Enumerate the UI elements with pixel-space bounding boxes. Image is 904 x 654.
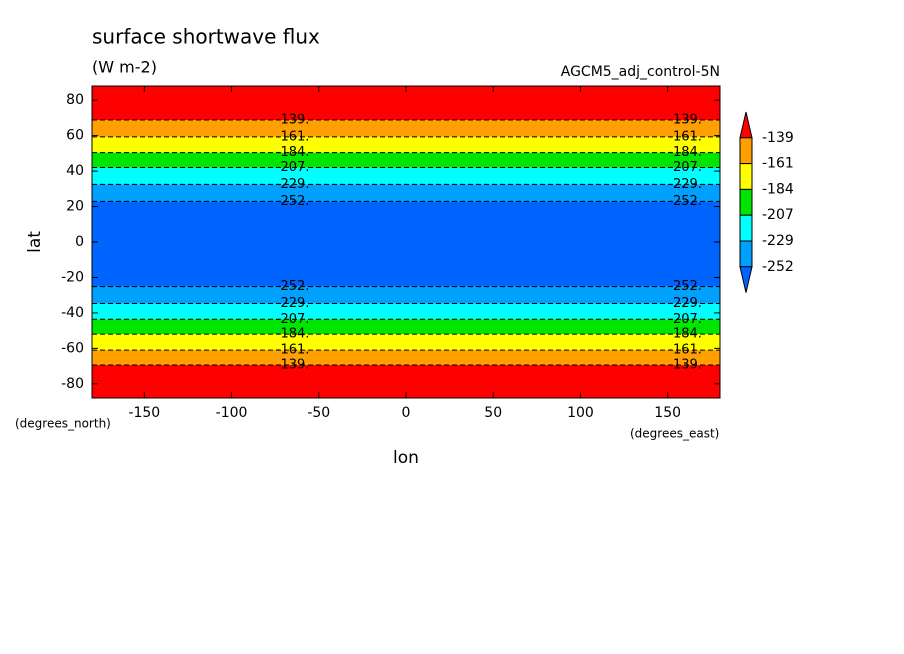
colorbar-box xyxy=(739,188,753,216)
y-tick-label: 20 xyxy=(66,199,84,215)
contour-label: -184. xyxy=(276,145,310,160)
x-tick-label: 100 xyxy=(567,405,594,421)
y-tick-label: -40 xyxy=(61,305,84,321)
y-tick-label: 60 xyxy=(66,128,84,144)
contour-label: -139. xyxy=(668,358,702,373)
contour-label: -161. xyxy=(276,343,310,358)
contour-label: -161. xyxy=(276,129,310,144)
contour-label: -207. xyxy=(668,160,702,175)
contour-label: -161. xyxy=(668,343,702,358)
y-tick-label: -20 xyxy=(61,269,84,285)
colorbar-box xyxy=(739,214,753,242)
contour-fill xyxy=(92,120,720,137)
contour-fill xyxy=(92,350,720,366)
contour-label: -229. xyxy=(276,177,310,192)
annotation: AGCM5_adj_control-5N xyxy=(561,64,720,80)
colorbar-label: -252 xyxy=(762,259,794,275)
contour-label: -252. xyxy=(668,279,702,294)
contour-fill xyxy=(92,303,720,320)
y-tick-label: -60 xyxy=(61,340,84,356)
colorbar-cap xyxy=(739,111,753,139)
y-tick-label: 40 xyxy=(66,163,84,179)
x-tick-label: -100 xyxy=(216,405,248,421)
x-tick-label: 150 xyxy=(654,405,681,421)
colorbar-label: -184 xyxy=(762,181,794,197)
colorbar-cap xyxy=(739,266,753,293)
colorbar-box xyxy=(739,163,753,190)
y-units: (degrees_north) xyxy=(15,417,111,431)
contour-label: -184. xyxy=(276,327,310,342)
chart-title: surface shortwave flux xyxy=(92,25,320,49)
contour-label: -207. xyxy=(276,160,310,175)
x-tick-label: -150 xyxy=(128,405,160,421)
x-units: (degrees_east) xyxy=(630,427,719,441)
contour-label: -184. xyxy=(668,145,702,160)
colorbar-label: -139 xyxy=(762,130,794,146)
contour-label: -252. xyxy=(668,194,702,209)
contour-label: -139. xyxy=(276,113,310,128)
contour-label: -207. xyxy=(276,312,310,327)
x-tick-label: -50 xyxy=(307,405,330,421)
contour-label: -139. xyxy=(668,113,702,128)
y-tick-label: 0 xyxy=(75,234,84,250)
y-tick-label: 80 xyxy=(66,92,84,108)
contour-fill xyxy=(92,201,720,287)
contour-fill xyxy=(92,152,720,168)
contour-label: -161. xyxy=(668,129,702,144)
x-tick-label: 50 xyxy=(484,405,502,421)
y-tick-label: -80 xyxy=(61,376,84,392)
contour-fill xyxy=(92,167,720,185)
colorbar-box xyxy=(739,240,753,268)
chart-subtitle: (W m-2) xyxy=(92,58,157,77)
contour-label: -229. xyxy=(668,296,702,311)
contour-fill xyxy=(92,334,720,351)
contour-fill xyxy=(92,319,720,335)
contour-label: -252. xyxy=(276,194,310,209)
colorbar-label: -207 xyxy=(762,207,794,223)
contour-fill xyxy=(92,286,720,304)
contour-label: -139. xyxy=(276,358,310,373)
colorbar-box xyxy=(739,137,753,165)
contour-label: -184. xyxy=(668,327,702,342)
contour-label: -252. xyxy=(276,279,310,294)
x-tick-label: 0 xyxy=(402,405,411,421)
colorbar-label: -161 xyxy=(762,156,794,172)
contour-label: -229. xyxy=(668,177,702,192)
contour-fill xyxy=(92,184,720,202)
contour-fill xyxy=(92,136,720,153)
y-axis-label: lat xyxy=(25,231,45,253)
contour-label: -229. xyxy=(276,296,310,311)
contour-label: -207. xyxy=(668,312,702,327)
colorbar-label: -229 xyxy=(762,233,794,249)
x-axis-label: lon xyxy=(393,448,419,468)
